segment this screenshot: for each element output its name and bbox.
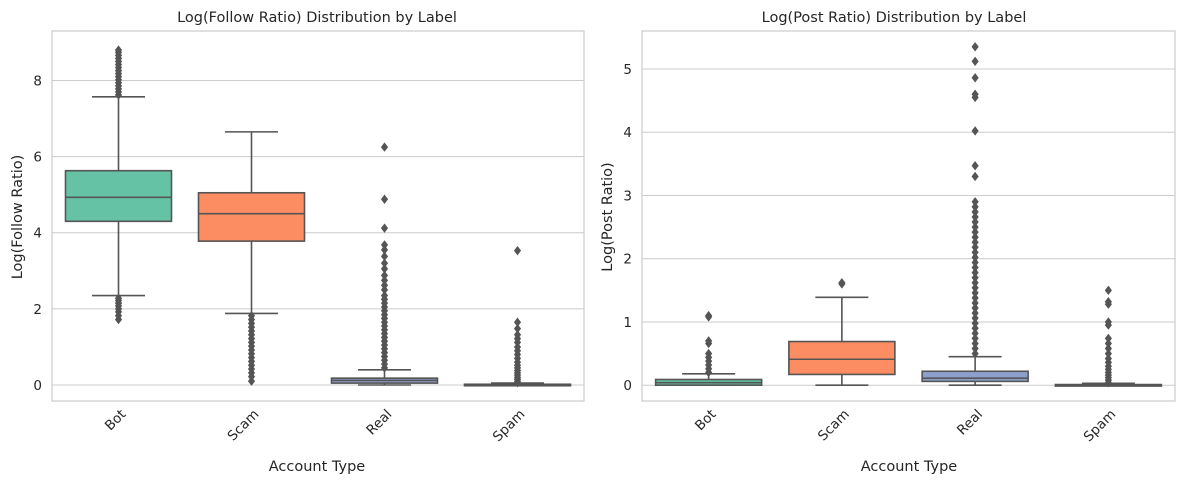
outlier-point <box>971 197 979 207</box>
y-axis-label: Log(Follow Ratio) <box>10 155 26 280</box>
outlier-point <box>971 212 979 222</box>
outlier-point <box>1104 353 1112 364</box>
outlier-point <box>971 333 979 344</box>
follow-ratio-chart: Log(Follow Ratio) Distribution by Label … <box>10 10 585 475</box>
outlier-point <box>380 264 389 274</box>
outlier-point <box>971 293 979 303</box>
outlier-point <box>971 222 979 232</box>
outlier-point <box>971 242 979 253</box>
outlier-point <box>971 73 979 83</box>
outlier-point <box>971 202 979 212</box>
outlier-point <box>114 293 123 303</box>
outlier-point <box>971 227 979 237</box>
outlier-point <box>971 247 979 258</box>
outlier-point <box>971 323 979 333</box>
outlier-point <box>1104 317 1112 327</box>
outlier-point <box>380 223 389 233</box>
outlier-point <box>971 348 979 359</box>
y-tick-label: 6 <box>33 150 42 166</box>
outlier-point <box>1104 297 1112 307</box>
y-tick-label: 5 <box>623 62 632 78</box>
outlier-point <box>971 308 979 318</box>
outlier-point <box>380 251 389 262</box>
outlier-point <box>971 56 979 67</box>
outlier-point <box>971 313 979 323</box>
y-tick-label: 4 <box>623 125 632 141</box>
outlier-point <box>838 278 846 288</box>
outlier-point <box>971 262 979 273</box>
outlier-point <box>971 283 979 293</box>
outlier-point <box>971 318 979 328</box>
outlier-point <box>1104 343 1112 354</box>
outlier-point <box>1104 348 1112 359</box>
outlier-point <box>971 303 979 313</box>
outlier-point <box>971 338 979 349</box>
outlier-point <box>380 240 389 250</box>
outlier-point <box>513 245 522 256</box>
y-tick-label: 0 <box>623 378 632 394</box>
outlier-point <box>971 343 979 354</box>
outlier-point <box>971 267 979 278</box>
outlier-point <box>247 311 256 321</box>
outlier-point <box>1104 333 1112 344</box>
outlier-point <box>380 270 389 281</box>
y-tick-label: 1 <box>623 315 632 331</box>
x-axis-label: Account Type <box>269 459 366 475</box>
box-bot <box>64 169 173 223</box>
y-tick-label: 2 <box>33 302 42 318</box>
chart-title: Log(Follow Ratio) Distribution by Label <box>177 10 457 26</box>
outlier-point <box>380 280 389 290</box>
y-tick-label: 4 <box>33 226 42 242</box>
outlier-point <box>1104 285 1112 296</box>
outlier-point <box>705 348 713 359</box>
outlier-point <box>971 328 979 339</box>
outlier-point <box>971 217 979 227</box>
plot-frame <box>51 30 585 402</box>
outlier-point <box>380 194 389 204</box>
y-tick-label: 0 <box>33 378 42 394</box>
outlier-point <box>380 142 389 152</box>
outlier-point <box>380 245 389 255</box>
y-tick-label: 3 <box>623 188 632 204</box>
outlier-point <box>971 298 979 308</box>
outlier-point <box>1104 338 1112 349</box>
plot-frame <box>641 30 1176 402</box>
outlier-point <box>513 317 522 327</box>
x-axis-label: Account Type <box>861 459 958 475</box>
outlier-point <box>971 42 979 52</box>
box-real <box>921 370 1029 383</box>
outlier-point <box>971 237 979 247</box>
y-tick-label: 2 <box>623 252 632 268</box>
outlier-point <box>971 278 979 288</box>
chart-title: Log(Post Ratio) Distribution by Label <box>762 10 1027 26</box>
outlier-point <box>971 257 979 268</box>
outlier-point <box>971 272 979 283</box>
outlier-point <box>705 310 713 321</box>
outlier-point <box>971 89 979 99</box>
outlier-point <box>380 275 389 286</box>
box-scam <box>788 340 896 376</box>
outlier-point <box>513 330 522 340</box>
y-tick-label: 8 <box>33 73 42 89</box>
outlier-point <box>971 232 979 242</box>
outlier-point <box>971 171 979 182</box>
box-scam <box>197 191 306 242</box>
y-axis-label: Log(Post Ratio) <box>600 162 616 271</box>
outlier-point <box>705 336 713 346</box>
outlier-point <box>971 161 979 171</box>
outlier-point <box>971 126 979 136</box>
outlier-point <box>513 323 522 334</box>
outlier-point <box>971 252 979 263</box>
outlier-point <box>380 290 389 301</box>
outlier-point <box>971 288 979 298</box>
outlier-point <box>114 45 123 55</box>
outlier-point <box>971 207 979 217</box>
outlier-point <box>380 258 389 268</box>
